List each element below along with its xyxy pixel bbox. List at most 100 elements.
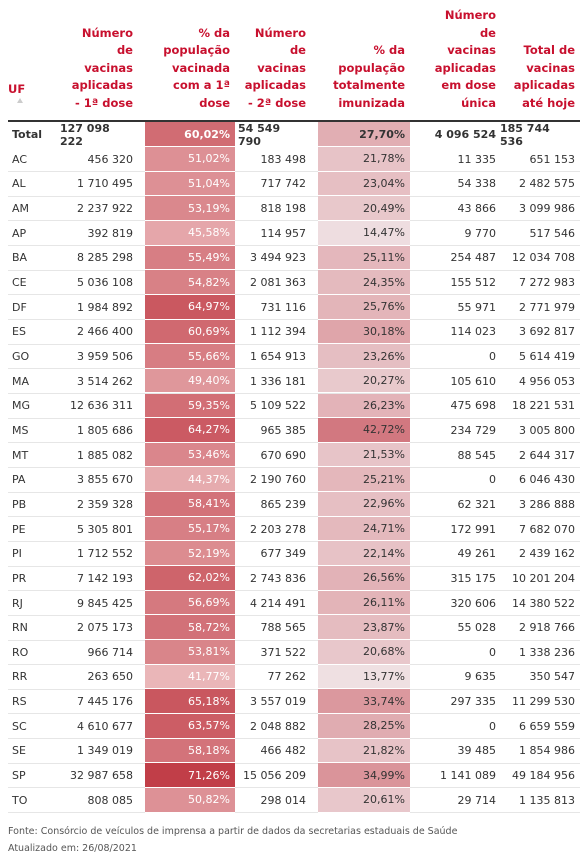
value: 0 — [489, 719, 496, 733]
header-text: % da — [373, 43, 405, 57]
value: 3 557 019 — [250, 695, 306, 709]
value: 731 116 — [260, 300, 307, 314]
state: DF — [12, 300, 27, 314]
value: 475 698 — [450, 399, 497, 413]
value: 263 650 — [87, 670, 134, 684]
value: 15 056 209 — [243, 769, 306, 783]
state: RS — [12, 695, 27, 709]
value: 62 321 — [457, 497, 497, 511]
value: 18 221 531 — [512, 399, 575, 413]
value: 63,57% — [145, 713, 235, 739]
value: 371 522 — [260, 645, 307, 659]
value: 4 956 053 — [519, 374, 575, 388]
value: 183 498 — [260, 152, 307, 166]
value: 0 — [489, 473, 496, 487]
value: 1 805 686 — [77, 423, 133, 437]
header-text: até hoje — [522, 95, 575, 110]
value: 3 855 670 — [77, 473, 133, 487]
value: 49 261 — [457, 547, 497, 561]
value: 2 203 278 — [250, 522, 306, 536]
value: 54 549 790 — [238, 121, 281, 148]
state: MA — [12, 374, 30, 388]
header-text: Número — [81, 25, 133, 40]
value: 517 546 — [529, 226, 576, 240]
value: 466 482 — [260, 744, 307, 758]
value: 23,04% — [318, 171, 410, 197]
value: 0 — [489, 645, 496, 659]
row-rule — [8, 220, 580, 222]
value: 2 190 760 — [250, 473, 306, 487]
value: 5 305 801 — [77, 522, 133, 536]
value: 9 770 — [464, 226, 497, 240]
value: 29 714 — [457, 793, 497, 807]
row-rule — [8, 540, 580, 542]
value: 53,81% — [145, 640, 235, 665]
value: 818 198 — [260, 202, 307, 216]
updated: Atualizado em: 26/08/2021 — [8, 843, 137, 854]
value: 788 565 — [260, 621, 307, 635]
value: 34,99% — [318, 763, 410, 788]
header-text: em dose — [441, 78, 496, 92]
header-text: vacinas — [84, 60, 133, 75]
value: 21,78% — [318, 147, 410, 172]
value: 1 885 082 — [77, 448, 133, 462]
header-rule — [8, 120, 580, 122]
state: RN — [12, 621, 28, 635]
state: RJ — [12, 596, 23, 610]
row-rule — [8, 442, 580, 444]
header-text: dose — [199, 95, 230, 110]
value: 1 338 236 — [519, 645, 575, 659]
row-rule — [8, 738, 580, 740]
header-text: vacinas — [257, 60, 306, 75]
value: 1 654 913 — [250, 350, 306, 363]
value: 55,17% — [145, 516, 235, 542]
value: 65,18% — [145, 689, 235, 714]
value: 3 959 506 — [77, 350, 133, 363]
row-rule — [8, 466, 580, 468]
value: 172 991 — [450, 522, 497, 536]
value: 28,25% — [318, 713, 410, 739]
value: 62,02% — [145, 566, 235, 591]
state: SC — [12, 719, 27, 733]
value: 30,18% — [318, 319, 410, 345]
value: 56,69% — [145, 590, 235, 616]
header-text: população — [338, 60, 405, 75]
row-rule — [8, 491, 580, 493]
value: 3 286 888 — [519, 497, 575, 511]
value: 60,02% — [145, 122, 235, 147]
value: 965 385 — [260, 423, 307, 437]
header-text: de — [116, 43, 133, 57]
value: 1 854 986 — [519, 744, 575, 758]
value: 298 014 — [260, 793, 307, 807]
value: 59,35% — [145, 393, 235, 419]
value: 4 610 677 — [77, 719, 133, 733]
value: 0 — [489, 350, 496, 363]
value: 53,46% — [145, 442, 235, 468]
value: 2 466 400 — [77, 325, 133, 339]
header-text: - 2ª dose — [247, 95, 306, 110]
state: PR — [12, 571, 27, 585]
value: 5 036 108 — [77, 276, 133, 290]
value: 155 512 — [450, 276, 497, 290]
row-rule — [8, 614, 580, 616]
value: 3 692 817 — [519, 325, 575, 339]
value: 392 819 — [87, 226, 134, 240]
value: 717 742 — [260, 177, 307, 191]
state: AM — [12, 202, 30, 216]
value: 20,61% — [318, 787, 410, 813]
value: 6 659 559 — [519, 719, 575, 733]
header-text: Número — [444, 8, 496, 22]
value: 20,49% — [318, 196, 410, 221]
header-text: imunizada — [338, 95, 405, 110]
source: Fonte: Consórcio de veículos de imprensa… — [8, 826, 458, 837]
state: SP — [12, 769, 26, 783]
state: TO — [12, 793, 28, 807]
value: 2 359 328 — [77, 497, 133, 511]
value: 64,97% — [145, 294, 235, 320]
value: 14,47% — [318, 220, 410, 246]
value: 2 644 317 — [519, 448, 575, 462]
value: 1 141 089 — [440, 769, 496, 783]
row-rule — [8, 294, 580, 296]
value: 54,82% — [145, 270, 235, 295]
value: 58,41% — [145, 492, 235, 517]
